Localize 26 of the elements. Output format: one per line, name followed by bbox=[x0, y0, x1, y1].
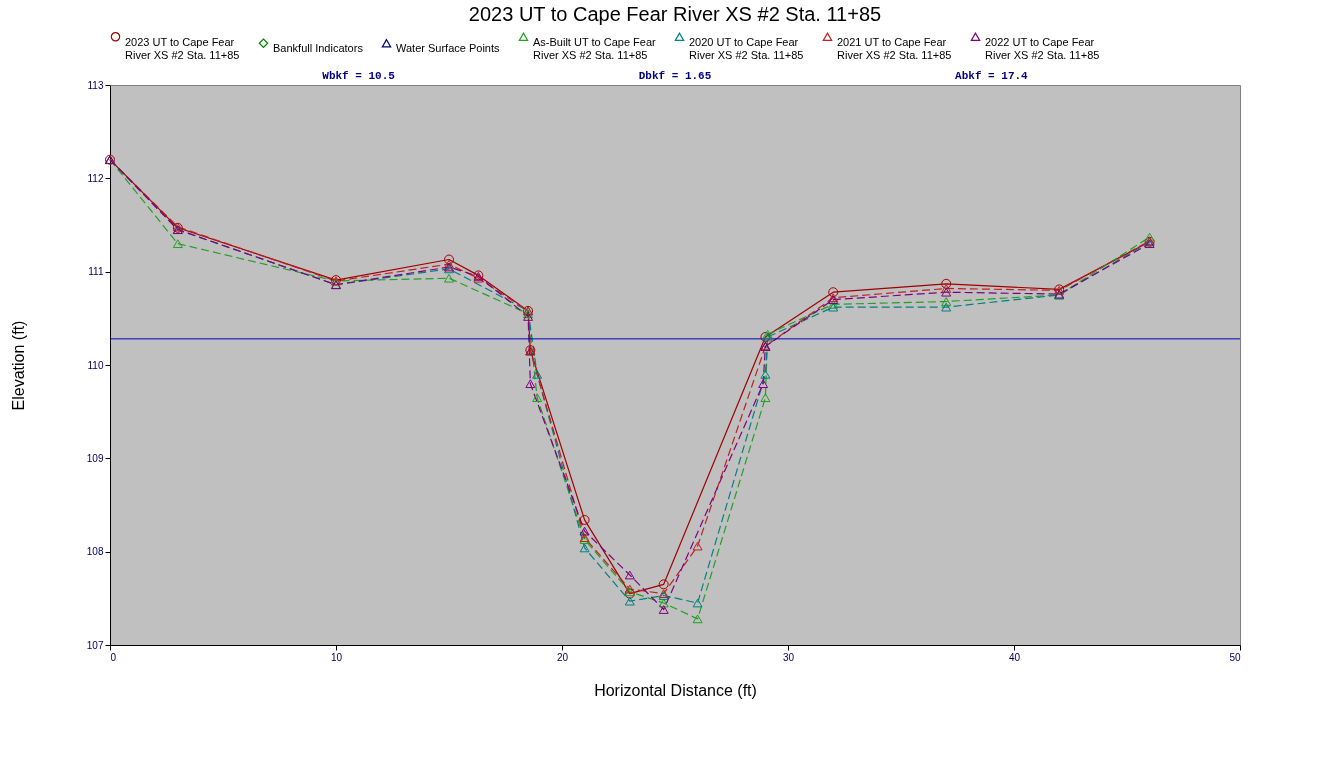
x-tick-label: 0 bbox=[110, 651, 117, 663]
x-tick-label: 10 bbox=[330, 651, 343, 663]
y-tick-label: 110 bbox=[87, 359, 104, 371]
legend-label: As-Built UT to Cape Fear River XS #2 Sta. 11+85 bbox=[533, 35, 657, 61]
legend-label: 2023 UT to Cape Fear River XS #2 Sta. 11+85 bbox=[125, 35, 240, 61]
x-tick-label: 20 bbox=[556, 651, 569, 663]
text: Dbkf = 1.65 bbox=[638, 70, 712, 82]
y-tick-label: 113 bbox=[87, 79, 104, 91]
text: Wbkf = 10.5 bbox=[322, 70, 396, 82]
x-tick-label: 30 bbox=[782, 651, 795, 663]
x-tick-label: 50 bbox=[1229, 651, 1241, 663]
chart-title: 2023 UT to Cape Fear River XS #2 Sta. 11+85 bbox=[468, 3, 882, 25]
legend-label: Bankfull Indicators bbox=[273, 42, 364, 55]
x-axis-title: Horizontal Distance (ft) bbox=[594, 681, 757, 699]
y-axis-title: Elevation (ft) bbox=[9, 320, 27, 411]
legend-label: 2020 UT to Cape Fear River XS #2 Sta. 11+85 bbox=[689, 35, 804, 61]
y-tick-label: 112 bbox=[87, 172, 104, 184]
y-tick-label: 107 bbox=[86, 639, 104, 651]
legend-label: 2021 UT to Cape Fear River XS #2 Sta. 11+85 bbox=[837, 35, 952, 61]
y-tick-label: 111 bbox=[88, 266, 104, 278]
x-tick-label: 40 bbox=[1008, 651, 1021, 663]
legend-label: 2022 UT to Cape Fear River XS #2 Sta. 11+85 bbox=[985, 35, 1100, 61]
text: Abkf = 17.4 bbox=[955, 70, 1029, 82]
y-tick-label: 109 bbox=[86, 452, 104, 464]
y-tick-label: 108 bbox=[86, 546, 104, 558]
legend-label: Water Surface Points bbox=[396, 42, 501, 55]
